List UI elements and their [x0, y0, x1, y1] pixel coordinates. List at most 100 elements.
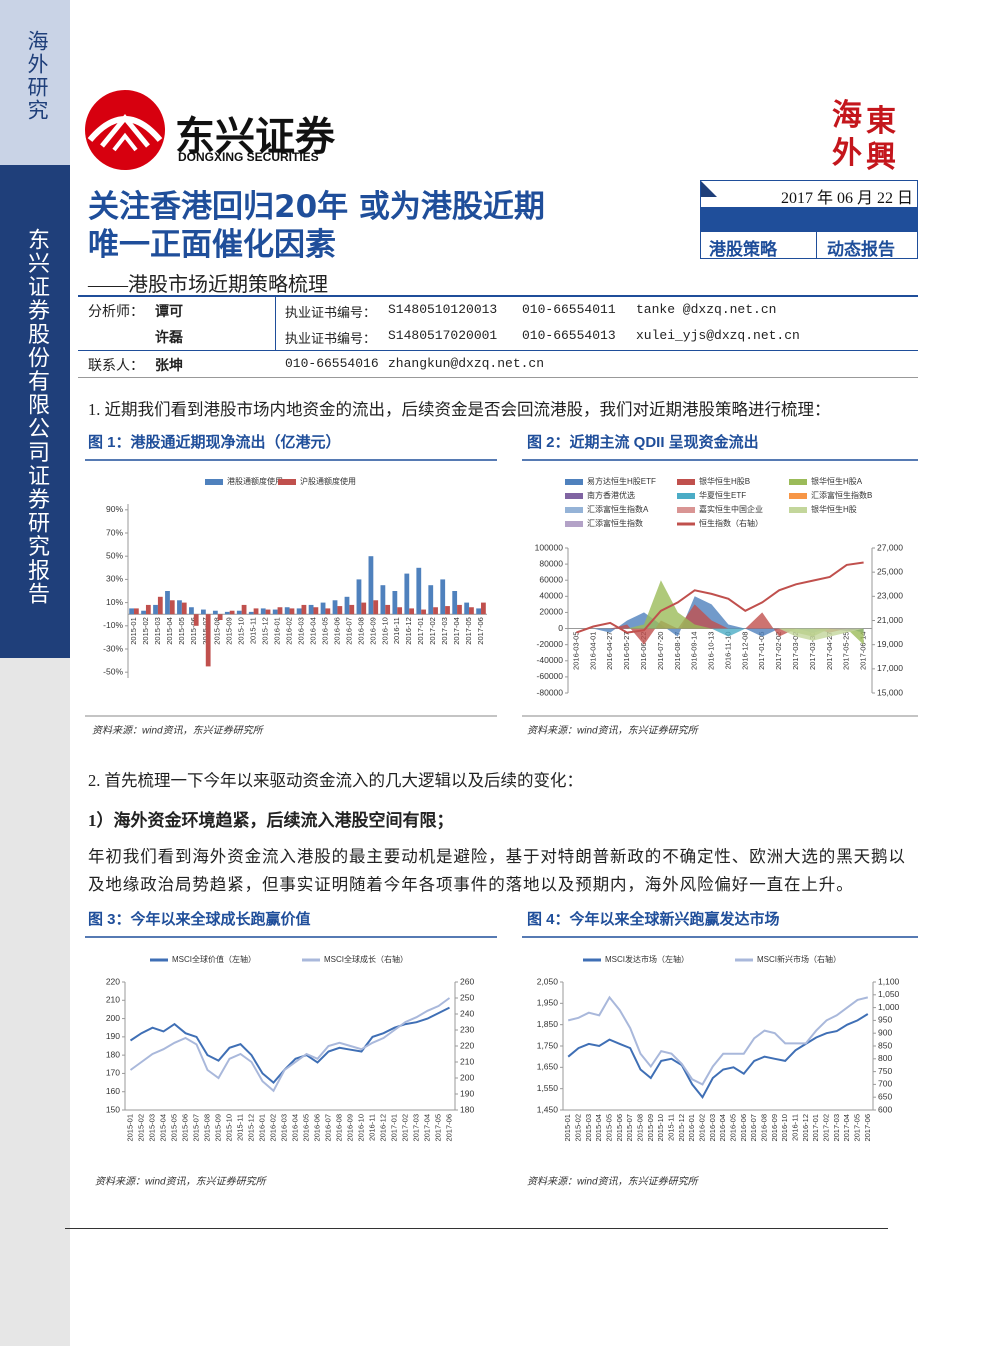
x-tick-label: 2016-06	[332, 617, 341, 645]
y-tick-label: 40000	[539, 591, 563, 601]
x-tick-label: 2017-02	[428, 617, 437, 645]
x-tick-label: 2016-10	[380, 617, 389, 645]
logo-mark	[85, 90, 165, 170]
area	[576, 604, 864, 645]
x-tick-label: 2017-01	[811, 1114, 820, 1142]
bar	[157, 596, 163, 615]
bar	[392, 591, 398, 615]
x-tick-label: 2017-04	[842, 1114, 851, 1142]
x-tick-label: 2016-11	[367, 1114, 376, 1141]
x-tick-label: 2017-01-05	[757, 632, 766, 670]
x-tick-label: 2017-04	[422, 1114, 431, 1142]
x-tick-label: 2017-05	[852, 1114, 861, 1142]
legend-label: 易方达恒生H股ETF	[587, 476, 656, 486]
x-tick-label: 2015-12	[261, 617, 270, 645]
y-tick-label: -40000	[537, 655, 564, 665]
y2-tick-label: 190	[460, 1088, 474, 1098]
x-tick-label: 2015-12	[677, 1114, 686, 1142]
line	[576, 561, 864, 634]
legend-swatch	[789, 507, 807, 513]
bar	[200, 609, 206, 615]
x-tick-label: 2015-04	[594, 1114, 603, 1142]
bar	[189, 607, 194, 615]
footer-rule	[65, 1228, 888, 1229]
bar	[193, 614, 199, 626]
y-tick-label: -20000	[537, 639, 564, 649]
bar	[248, 611, 254, 615]
bar	[421, 609, 426, 615]
rule	[78, 295, 918, 297]
email: tanke @dxzq.net.cn	[636, 302, 777, 317]
y-tick-label: 190	[106, 1031, 120, 1041]
x-tick-label: 2016-09	[368, 617, 377, 645]
x-tick-label: 2016-07	[323, 1114, 332, 1142]
legend-swatch	[278, 479, 296, 485]
x-tick-label: 2016-07	[749, 1114, 758, 1142]
x-tick-label: 2016-03	[297, 617, 306, 645]
y-tick-label: 210	[106, 995, 120, 1005]
bar	[153, 604, 158, 615]
x-tick-label: 2017-05-25	[842, 632, 851, 670]
x-tick-label: 2017-03	[832, 1114, 841, 1142]
bar	[284, 607, 290, 615]
y2-tick-label: 17,000	[877, 663, 903, 673]
cert-label: 执业证书编号：	[285, 306, 377, 321]
y2-tick-label: 210	[460, 1056, 474, 1066]
seal-char: 東	[866, 105, 896, 138]
y-tick-label: -10%	[103, 620, 123, 630]
x-tick-label: 2016-07	[344, 617, 353, 645]
sidebar-text: 东兴证券股份有限公司证券研究报告	[24, 228, 49, 606]
x-tick-label: 2016-06-22	[639, 632, 648, 670]
legend-swatch	[565, 507, 583, 513]
y2-tick-label: 21,000	[877, 615, 903, 625]
bar	[368, 556, 374, 615]
x-tick-label: 2016-12	[378, 1114, 387, 1142]
logo-english: DONGXING SECURITIES	[178, 150, 319, 164]
y-tick-label: 0	[558, 623, 563, 633]
y2-tick-label: 1,050	[878, 989, 900, 999]
x-tick-label: 2017-05	[464, 617, 473, 645]
legend-label: MSCI全球价值（左轴）	[172, 954, 256, 964]
bar	[181, 602, 187, 615]
x-tick-label: 2016-09-14	[690, 632, 699, 670]
rule	[78, 350, 918, 351]
x-tick-label: 2015-06	[615, 1114, 624, 1142]
x-tick-label: 2016-05	[301, 1114, 310, 1142]
x-tick-label: 2015-10	[237, 617, 246, 645]
x-tick-label: 2016-12-08	[740, 632, 749, 670]
legend-swatch	[565, 521, 583, 527]
analyst-name: 张坤	[155, 359, 183, 374]
x-tick-label: 2017-04-27	[825, 632, 834, 670]
bar	[380, 585, 386, 615]
x-tick-label: 2016-03	[279, 1114, 288, 1142]
figure-source: 资料来源：wind资讯，东兴证券研究所	[95, 1176, 268, 1188]
email: xulei_yjs@dxzq.net.cn	[636, 328, 800, 343]
sidebar-top	[0, 0, 70, 165]
y-tick-label: 220	[106, 976, 120, 986]
x-tick-label: 2016-12	[801, 1114, 810, 1142]
bar	[265, 609, 271, 615]
figure-title: 图 1：港股通近期现净流出（亿港元）	[88, 433, 341, 451]
x-tick-label: 2015-01	[563, 1114, 572, 1142]
legend-swatch	[205, 479, 223, 485]
subtitle: ——港股市场近期策略梳理	[88, 274, 328, 296]
legend-label: 沪股通额度使用	[300, 476, 356, 486]
y2-tick-label: 700	[878, 1079, 892, 1089]
x-tick-label: 2016-01	[257, 1114, 266, 1142]
x-tick-label: 2017-06	[444, 1114, 453, 1142]
x-tick-label: 2015-12	[246, 1114, 255, 1142]
x-tick-label: 2015-03	[153, 617, 162, 645]
x-tick-label: 2015-08	[202, 1114, 211, 1142]
y2-tick-label: 850	[878, 1040, 892, 1050]
bar	[397, 607, 403, 615]
x-tick-label: 2016-03-05	[571, 632, 580, 670]
x-tick-label: 2015-05	[177, 617, 186, 645]
divider	[816, 232, 817, 258]
bar	[409, 608, 415, 615]
bar	[373, 600, 379, 615]
rule	[78, 377, 918, 378]
y-tick-label: 1,550	[537, 1083, 559, 1093]
x-tick-label: 2016-11-10	[723, 632, 732, 670]
x-tick-label: 2016-11	[392, 617, 401, 644]
